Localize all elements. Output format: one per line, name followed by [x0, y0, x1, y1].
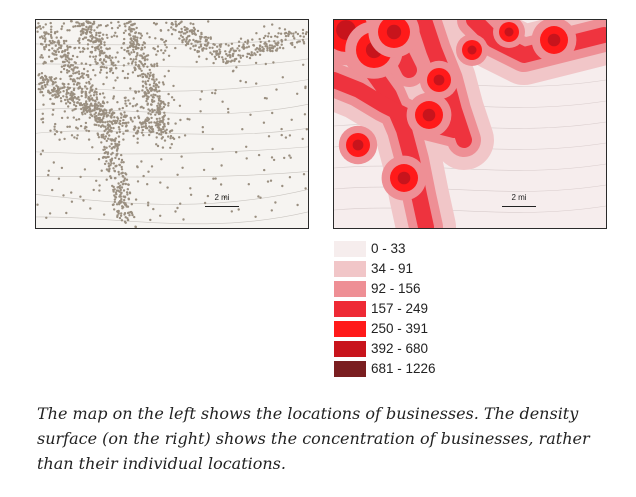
legend-item: 250 - 391 — [334, 321, 534, 338]
right-scale-label: 2 mi — [511, 193, 527, 202]
legend-label: 92 - 156 — [371, 281, 421, 296]
legend-item: 92 - 156 — [334, 281, 534, 298]
figure-caption: The map on the left shows the locations … — [37, 404, 590, 473]
left-scale-label: 2 mi — [214, 193, 230, 202]
legend-swatch — [334, 241, 366, 257]
business-points-layer — [36, 20, 308, 228]
legend-swatch — [334, 261, 366, 277]
legend-swatch — [334, 321, 366, 337]
legend-item: 681 - 1226 — [334, 361, 534, 378]
business-density-map — [333, 19, 607, 229]
legend-item: 392 - 680 — [334, 341, 534, 358]
legend-label: 157 - 249 — [371, 301, 429, 316]
legend-swatch — [334, 341, 366, 357]
business-locations-map — [35, 19, 309, 229]
density-surface-layer — [334, 20, 606, 228]
legend-item: 0 - 33 — [334, 241, 534, 258]
left-scale-bar: 2 mi — [205, 193, 239, 207]
legend-label: 681 - 1226 — [371, 361, 436, 376]
legend-swatch — [334, 361, 366, 377]
legend-item: 157 - 249 — [334, 301, 534, 318]
legend-label: 0 - 33 — [371, 241, 406, 256]
legend-item: 34 - 91 — [334, 261, 534, 278]
legend-label: 250 - 391 — [371, 321, 429, 336]
legend-swatch — [334, 301, 366, 317]
legend-label: 392 - 680 — [371, 341, 429, 356]
legend-swatch — [334, 281, 366, 297]
legend-label: 34 - 91 — [371, 261, 414, 276]
density-legend: 0 - 33 34 - 91 92 - 156 157 - 249 250 - … — [334, 241, 534, 381]
right-scale-bar: 2 mi — [502, 193, 536, 207]
